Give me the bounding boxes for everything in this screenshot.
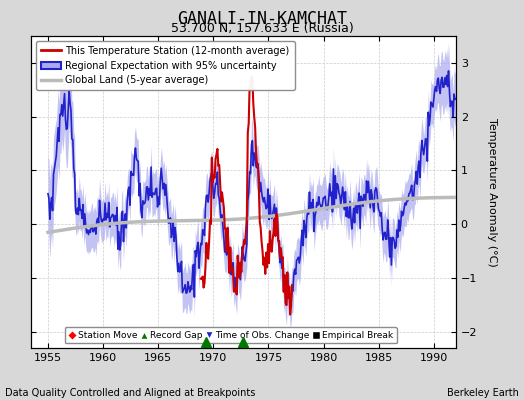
Text: Berkeley Earth: Berkeley Earth <box>447 388 519 398</box>
Legend: Station Move, Record Gap, Time of Obs. Change, Empirical Break: Station Move, Record Gap, Time of Obs. C… <box>64 327 397 344</box>
Text: GANALI-IN-KAMCHAT: GANALI-IN-KAMCHAT <box>177 10 347 28</box>
Y-axis label: Temperature Anomaly (°C): Temperature Anomaly (°C) <box>487 118 497 266</box>
Text: Data Quality Controlled and Aligned at Breakpoints: Data Quality Controlled and Aligned at B… <box>5 388 256 398</box>
Text: 53.700 N, 157.633 E (Russia): 53.700 N, 157.633 E (Russia) <box>171 22 353 35</box>
